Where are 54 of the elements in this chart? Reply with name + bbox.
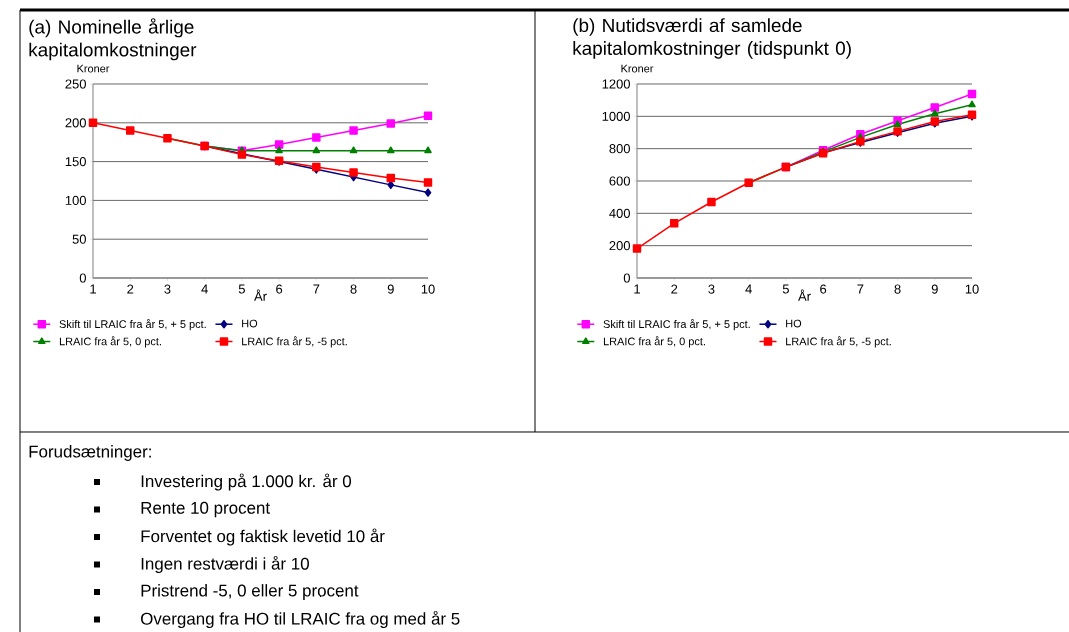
x-tick-label: 4 — [745, 284, 752, 294]
x-tick-label: 8 — [894, 284, 901, 294]
x-tick-label: 6 — [820, 284, 827, 294]
x-tick-label: 8 — [350, 284, 357, 294]
chart-title: (a) Nominelle årlige kapitalomkostninger — [29, 18, 197, 61]
y-axis-title: Kroner — [77, 64, 110, 73]
text: Ingen restværdi i år 10 — [141, 555, 309, 574]
y-tick-label: 1200 — [602, 79, 630, 89]
y-tick-label: 0 — [623, 273, 630, 283]
text: Pristrend -5, 0 eller 5 procent — [141, 584, 359, 600]
x-tick-label: 7 — [857, 284, 864, 294]
text: Investering på 1.000 kr. år 0 — [141, 473, 352, 491]
legend-label: HO — [786, 319, 802, 328]
x-tick-label: 3 — [708, 284, 715, 294]
y-tick-label: 400 — [609, 208, 630, 218]
x-tick-label: 10 — [965, 284, 979, 294]
x-tick-label: 5 — [782, 284, 789, 294]
x-tick-label: 2 — [671, 284, 678, 294]
x-tick-label: 3 — [164, 284, 171, 294]
y-tick-label: 100 — [65, 195, 86, 205]
x-tick-label: 9 — [931, 284, 938, 294]
y-tick-label: 50 — [72, 234, 86, 244]
legend-label: LRAIC fra år 5, 0 pct. — [603, 336, 705, 348]
y-tick-label: 200 — [609, 241, 630, 251]
text: Forventet og faktisk levetid 10 år — [141, 528, 385, 546]
y-tick-label: 600 — [609, 176, 630, 186]
y-tick-label: 0 — [79, 273, 86, 283]
text: Forudsætninger: — [29, 445, 151, 461]
text: Overgang fra HO til LRAIC fra og med år 5 — [141, 610, 460, 629]
legend-label: LRAIC fra år 5, 0 pct. — [59, 336, 161, 348]
y-axis-title: Kroner — [621, 64, 654, 73]
x-axis-title: År — [254, 289, 267, 301]
x-tick-label: 7 — [313, 284, 320, 294]
x-tick-label: 5 — [238, 284, 245, 294]
legend-label: LRAIC fra år 5, -5 pct. — [786, 336, 891, 348]
text: Rente 10 procent — [141, 501, 270, 518]
legend-label: Skift til LRAIC fra år 5, + 5 pct. — [603, 319, 750, 331]
legend-label: HO — [242, 319, 258, 328]
y-tick-label: 250 — [65, 79, 86, 89]
y-tick-label: 1000 — [602, 111, 630, 121]
x-tick-label: 1 — [634, 284, 640, 294]
legend-label: LRAIC fra år 5, -5 pct. — [242, 336, 347, 348]
x-axis-title: År — [798, 289, 811, 301]
y-tick-label: 800 — [609, 144, 630, 154]
x-tick-label: 2 — [127, 284, 134, 294]
y-tick-label: 150 — [65, 157, 86, 167]
x-tick-label: 10 — [421, 284, 435, 294]
x-tick-label: 6 — [276, 284, 283, 294]
chart-title: (b) Nutidsværdi af samlede kapitalomkostninger (tidspunkt 0) — [573, 18, 851, 59]
y-tick-label: 200 — [65, 118, 86, 128]
legend-label: Skift til LRAIC fra år 5, + 5 pct. — [59, 319, 206, 331]
x-tick-label: 1 — [90, 284, 96, 294]
x-tick-label: 4 — [201, 284, 208, 294]
x-tick-label: 9 — [387, 284, 394, 294]
